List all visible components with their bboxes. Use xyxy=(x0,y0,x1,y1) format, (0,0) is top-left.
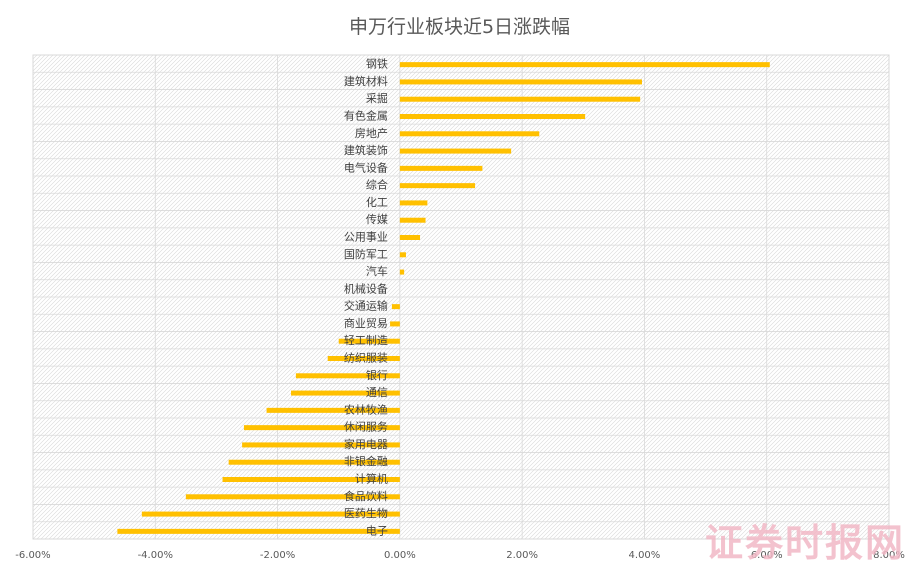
bar xyxy=(266,407,400,413)
category-label: 电气设备 xyxy=(344,160,388,174)
category-label: 农林牧渔 xyxy=(344,402,388,416)
bar xyxy=(399,114,586,119)
category-label: 公用事业 xyxy=(344,231,388,244)
watermark-logo: 证券时报网 xyxy=(704,520,905,565)
bar xyxy=(222,477,400,482)
bar xyxy=(399,200,428,206)
category-label: 传媒 xyxy=(366,213,388,226)
chart-title: 申万行业板块近5日涨跌幅 xyxy=(348,16,571,38)
bar xyxy=(399,217,426,223)
x-tick-label: -4.00% xyxy=(138,550,173,561)
bar xyxy=(399,148,512,154)
bar xyxy=(391,304,400,310)
x-tick-label: 4.00% xyxy=(629,550,661,561)
bar xyxy=(327,356,400,361)
bar xyxy=(399,79,642,85)
bar xyxy=(399,62,770,68)
category-label: 休闲服务 xyxy=(344,420,388,434)
category-label: 建筑材料 xyxy=(344,74,388,88)
bar xyxy=(117,528,400,534)
bar xyxy=(228,459,400,465)
category-label: 通信 xyxy=(366,386,388,399)
category-label: 机械设备 xyxy=(344,281,388,295)
bar xyxy=(291,390,400,396)
category-label: 计算机 xyxy=(355,472,388,486)
bar xyxy=(399,131,540,137)
bar xyxy=(399,165,483,171)
category-label: 纺织服装 xyxy=(344,351,388,365)
bar xyxy=(338,338,400,344)
category-label: 有色金属 xyxy=(344,109,388,123)
bar xyxy=(185,494,400,500)
category-label: 商业贸易 xyxy=(344,316,388,330)
x-tick-label: -6.00% xyxy=(15,550,50,561)
bar xyxy=(399,235,421,240)
category-label: 采掘 xyxy=(366,91,388,105)
category-label: 非银金融 xyxy=(344,454,388,468)
x-tick-label: 0.00% xyxy=(384,550,416,561)
category-label: 食品饮料 xyxy=(344,489,388,503)
category-label: 交通运输 xyxy=(344,299,388,313)
category-label: 钢铁 xyxy=(366,58,388,71)
category-label: 银行 xyxy=(366,368,388,382)
bar xyxy=(399,252,406,258)
category-label: 建筑装饰 xyxy=(344,143,388,157)
bar xyxy=(399,183,476,189)
x-tick-label: -2.00% xyxy=(260,550,295,561)
bar xyxy=(390,321,400,327)
category-label: 医药生物 xyxy=(344,506,388,520)
bar xyxy=(243,425,400,431)
bar xyxy=(141,511,400,517)
bar xyxy=(399,269,405,275)
x-tick-label: 2.00% xyxy=(506,550,538,561)
x-tick-label: 6.00% xyxy=(751,550,783,561)
category-label: 综合 xyxy=(366,178,388,192)
category-label: 房地产 xyxy=(355,126,388,140)
category-label: 化工 xyxy=(366,195,388,209)
bar xyxy=(242,442,400,448)
bar xyxy=(295,373,400,379)
category-label: 家用电器 xyxy=(344,437,388,451)
x-tick-label: 8.00% xyxy=(873,550,905,561)
category-label: 电子 xyxy=(366,524,388,537)
category-label: 国防军工 xyxy=(344,247,388,261)
category-label: 汽车 xyxy=(366,264,388,278)
category-label: 轻工制造 xyxy=(344,333,388,347)
bar xyxy=(399,96,641,102)
